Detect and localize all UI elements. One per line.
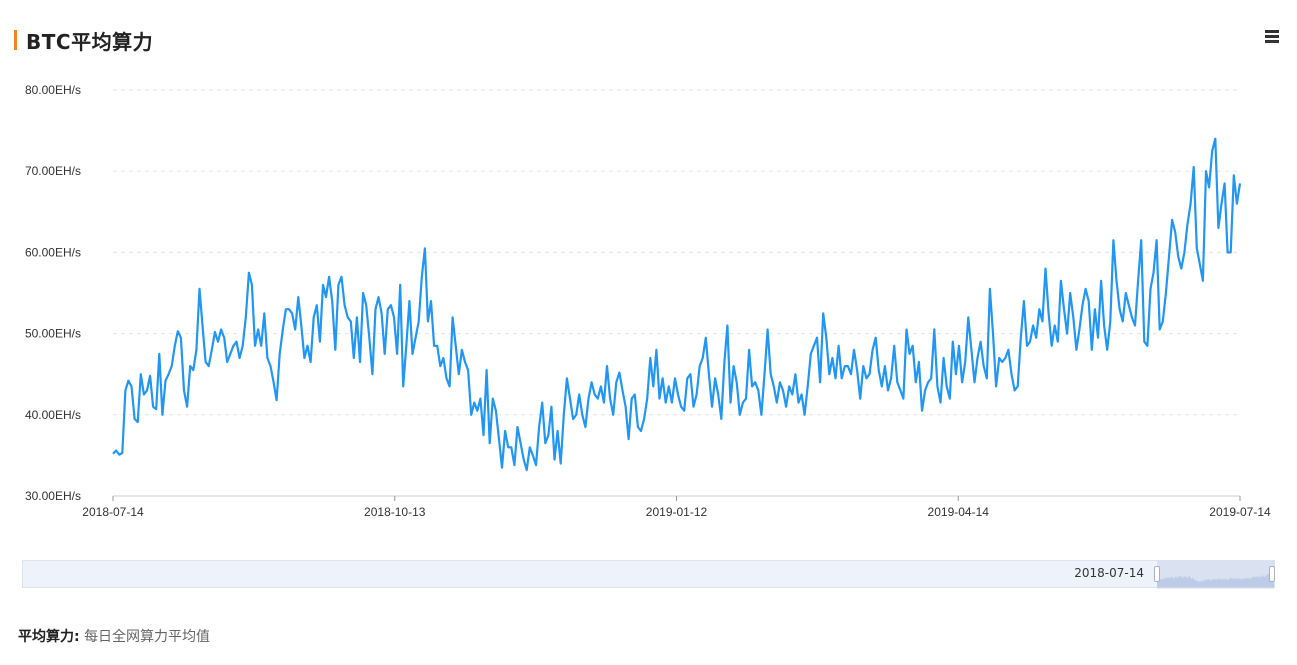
x-tick-label: 2019-01-12 [646,505,708,519]
x-tick-label: 2018-10-13 [364,505,426,519]
line-chart: 30.00EH/s 40.00EH/s 50.00EH/s 60.00EH/s 70.0… [25,83,1271,519]
y-tick-label: 50.00EH/s [25,327,81,341]
zoom-right-handle[interactable] [1269,566,1275,582]
footnote-text: 每日全网算力平均值 [84,629,211,645]
hamburger-menu-icon[interactable] [1265,30,1279,46]
zoom-start-label: 2018-07-14 [1074,566,1144,580]
zoom-left-handle[interactable] [1154,566,1160,582]
y-tick-label: 70.00EH/s [25,164,81,178]
y-tick-label: 80.00EH/s [25,83,81,97]
x-tick-label: 2018-07-14 [82,505,144,519]
footnote-label: 平均算力: [18,629,80,645]
zoom-selection[interactable] [1157,561,1274,589]
zoom-preview-area [1157,570,1274,587]
title-accent-bar [14,30,17,50]
data-zoom-slider[interactable]: 2018-07-14 [22,560,1275,589]
zoom-preview [1157,561,1274,589]
x-tick-label: 2019-04-14 [928,505,990,519]
chart-title: BTC平均算力 [26,29,154,54]
chart-header: BTC平均算力 [14,26,153,54]
x-tick-label: 2019-07-14 [1209,505,1271,519]
y-tick-label: 30.00EH/s [25,489,81,503]
series-line [112,137,1242,472]
footnote: 平均算力: 每日全网算力平均值 [18,626,210,646]
y-tick-label: 40.00EH/s [25,408,81,422]
y-tick-label: 60.00EH/s [25,245,81,259]
